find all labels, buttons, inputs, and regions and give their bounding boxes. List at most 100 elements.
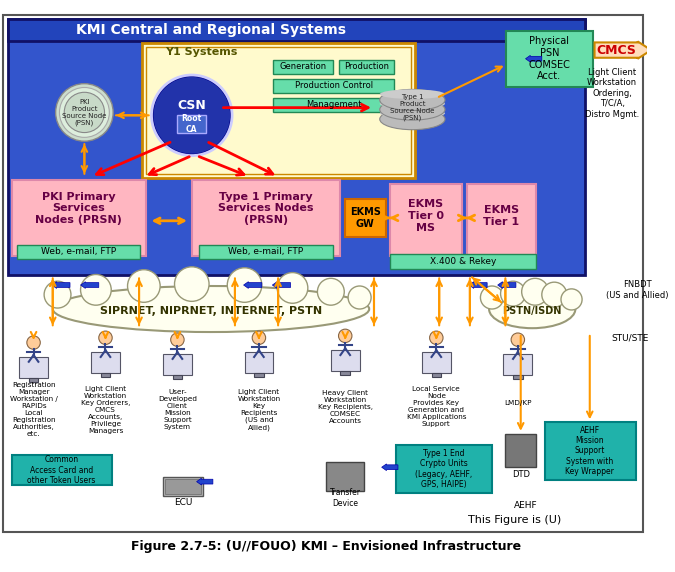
Bar: [390, 255, 536, 269]
Bar: [91, 352, 120, 374]
FancyArrow shape: [244, 281, 262, 288]
Bar: [142, 43, 415, 178]
FancyArrow shape: [526, 55, 542, 62]
Bar: [11, 180, 146, 256]
Text: Type 1 Primary
Services Nodes
(PRSN): Type 1 Primary Services Nodes (PRSN): [218, 192, 313, 225]
Text: Common
Access Card and
other Token Users: Common Access Card and other Token Users: [27, 455, 96, 485]
Bar: [326, 462, 364, 491]
Bar: [390, 184, 462, 256]
Ellipse shape: [380, 99, 445, 109]
Text: Transfer
Device: Transfer Device: [329, 488, 360, 507]
Ellipse shape: [380, 89, 445, 99]
Text: Registration
Manager
Workstation /
RAPIDs
Local
Registration
Authorities,
etc.: Registration Manager Workstation / RAPID…: [9, 382, 57, 437]
Text: SIPRNET, NIPRNET, INTERNET, PSTN: SIPRNET, NIPRNET, INTERNET, PSTN: [100, 306, 322, 316]
Circle shape: [501, 281, 526, 306]
Circle shape: [561, 289, 582, 310]
FancyArrow shape: [52, 281, 70, 288]
Ellipse shape: [380, 109, 445, 130]
Text: Physical
PSN
COMSEC
Acct.: Physical PSN COMSEC Acct.: [529, 37, 570, 81]
Text: KMI Central and Regional Systems: KMI Central and Regional Systems: [76, 23, 346, 37]
Bar: [545, 422, 636, 480]
Bar: [254, 374, 264, 377]
Circle shape: [55, 84, 113, 141]
Bar: [513, 375, 522, 379]
Circle shape: [252, 331, 266, 344]
FancyArrow shape: [595, 41, 651, 59]
Text: Light Client
Workstation
Key
Recipients
(US and
Allied): Light Client Workstation Key Recipients …: [238, 389, 281, 431]
Text: Web, e-mail, FTP: Web, e-mail, FTP: [41, 247, 116, 256]
Text: DTD: DTD: [512, 470, 530, 479]
Bar: [345, 198, 385, 237]
Text: LMD/KP: LMD/KP: [504, 400, 532, 406]
Text: X.400 & Rekey: X.400 & Rekey: [430, 257, 496, 265]
FancyArrow shape: [497, 281, 516, 288]
Circle shape: [44, 281, 71, 308]
Bar: [273, 59, 333, 74]
Circle shape: [59, 88, 109, 137]
FancyArrow shape: [469, 281, 487, 288]
Bar: [101, 374, 110, 377]
Circle shape: [80, 275, 111, 305]
Circle shape: [227, 268, 262, 303]
Bar: [7, 19, 585, 276]
Text: ECU: ECU: [174, 498, 192, 507]
Circle shape: [27, 336, 40, 349]
Bar: [504, 354, 532, 375]
FancyArrow shape: [196, 478, 213, 485]
Bar: [422, 352, 451, 374]
Bar: [19, 357, 48, 378]
Ellipse shape: [53, 286, 369, 332]
Bar: [163, 477, 203, 496]
Bar: [163, 354, 192, 375]
Bar: [506, 434, 536, 467]
Circle shape: [277, 273, 308, 303]
Text: EKMS
GW: EKMS GW: [350, 207, 381, 229]
FancyArrow shape: [80, 281, 99, 288]
Text: Production Control: Production Control: [295, 81, 373, 90]
Text: CMCS: CMCS: [597, 43, 637, 57]
Text: EKMS
Tier 1: EKMS Tier 1: [483, 205, 520, 227]
Text: Light Client
Workstation
Ordering,
T/C/A,
Distro Mgmt.: Light Client Workstation Ordering, T/C/A…: [585, 68, 639, 118]
Bar: [165, 479, 201, 494]
Text: Type 1
Product
Source Node
(PSN): Type 1 Product Source Node (PSN): [390, 94, 435, 121]
Bar: [18, 245, 140, 259]
Bar: [273, 98, 394, 113]
Bar: [431, 374, 441, 377]
Text: Type 1 End
Crypto Units
(Legacy, AEHF,
GPS, HAIPE): Type 1 End Crypto Units (Legacy, AEHF, G…: [415, 449, 472, 489]
Ellipse shape: [380, 89, 445, 110]
Text: EKMS
Tier 0
MS: EKMS Tier 0 MS: [408, 200, 443, 233]
Text: FNBDT
(US and Allied): FNBDT (US and Allied): [606, 280, 668, 300]
Text: Root
CA: Root CA: [182, 114, 202, 134]
Text: AEHF: AEHF: [514, 501, 537, 510]
Bar: [339, 59, 394, 74]
Text: Management: Management: [306, 100, 362, 109]
Circle shape: [128, 269, 160, 303]
Circle shape: [542, 282, 567, 307]
Bar: [396, 445, 492, 493]
Text: Figure 2.7-5: (U//FOUO) KMI – Envisioned Infrastructure: Figure 2.7-5: (U//FOUO) KMI – Envisioned…: [131, 541, 521, 553]
Circle shape: [64, 92, 105, 133]
Bar: [244, 352, 273, 374]
Circle shape: [481, 286, 504, 309]
Bar: [467, 184, 536, 256]
Bar: [331, 350, 360, 371]
Text: User-
Developed
Client
Mission
Support
System: User- Developed Client Mission Support S…: [158, 389, 197, 430]
Bar: [173, 375, 182, 379]
Circle shape: [171, 333, 184, 347]
Circle shape: [153, 77, 230, 154]
Circle shape: [317, 279, 344, 305]
Bar: [198, 245, 333, 259]
Circle shape: [175, 267, 209, 301]
Circle shape: [429, 331, 443, 344]
Text: Local Service
Node
Provides Key
Generation and
KMI Applications
Support: Local Service Node Provides Key Generati…: [406, 386, 466, 427]
Ellipse shape: [380, 99, 445, 120]
Text: PKI
Product
Source Node
(PSN): PKI Product Source Node (PSN): [62, 99, 107, 126]
Bar: [7, 19, 585, 41]
FancyArrow shape: [381, 464, 398, 471]
Text: Light Client
Workstation
Key Orderers,
CMCS
Accounts,
Privilege
Managers: Light Client Workstation Key Orderers, C…: [81, 386, 130, 434]
Text: AEHF
Mission
Support
System with
Key Wrapper: AEHF Mission Support System with Key Wra…: [566, 426, 614, 476]
Bar: [11, 455, 112, 486]
Circle shape: [522, 279, 549, 305]
Circle shape: [511, 333, 524, 347]
Ellipse shape: [489, 290, 575, 328]
